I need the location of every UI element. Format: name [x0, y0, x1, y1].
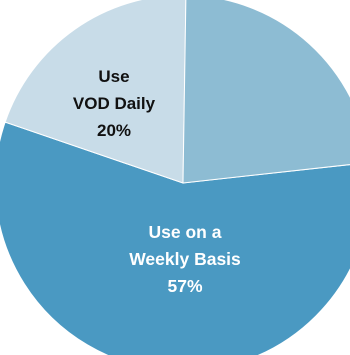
pie-slice-unlabeled-2	[182, 0, 350, 184]
slice-label-use-on-a-weekly-basis: Use on a	[149, 222, 222, 242]
pie-slice-use-on-a-weekly-basis	[0, 121, 350, 355]
slice-label-use-vod-daily: VOD Daily	[73, 94, 156, 113]
pie-slice-use-vod-daily	[4, 0, 187, 184]
slice-percent-use-vod-daily: 20%	[97, 121, 131, 140]
slice-label-use-vod-daily: Use	[98, 67, 129, 86]
slice-percent-use-on-a-weekly-basis: 57%	[167, 276, 202, 296]
slice-label-use-on-a-weekly-basis: Weekly Basis	[129, 249, 241, 269]
